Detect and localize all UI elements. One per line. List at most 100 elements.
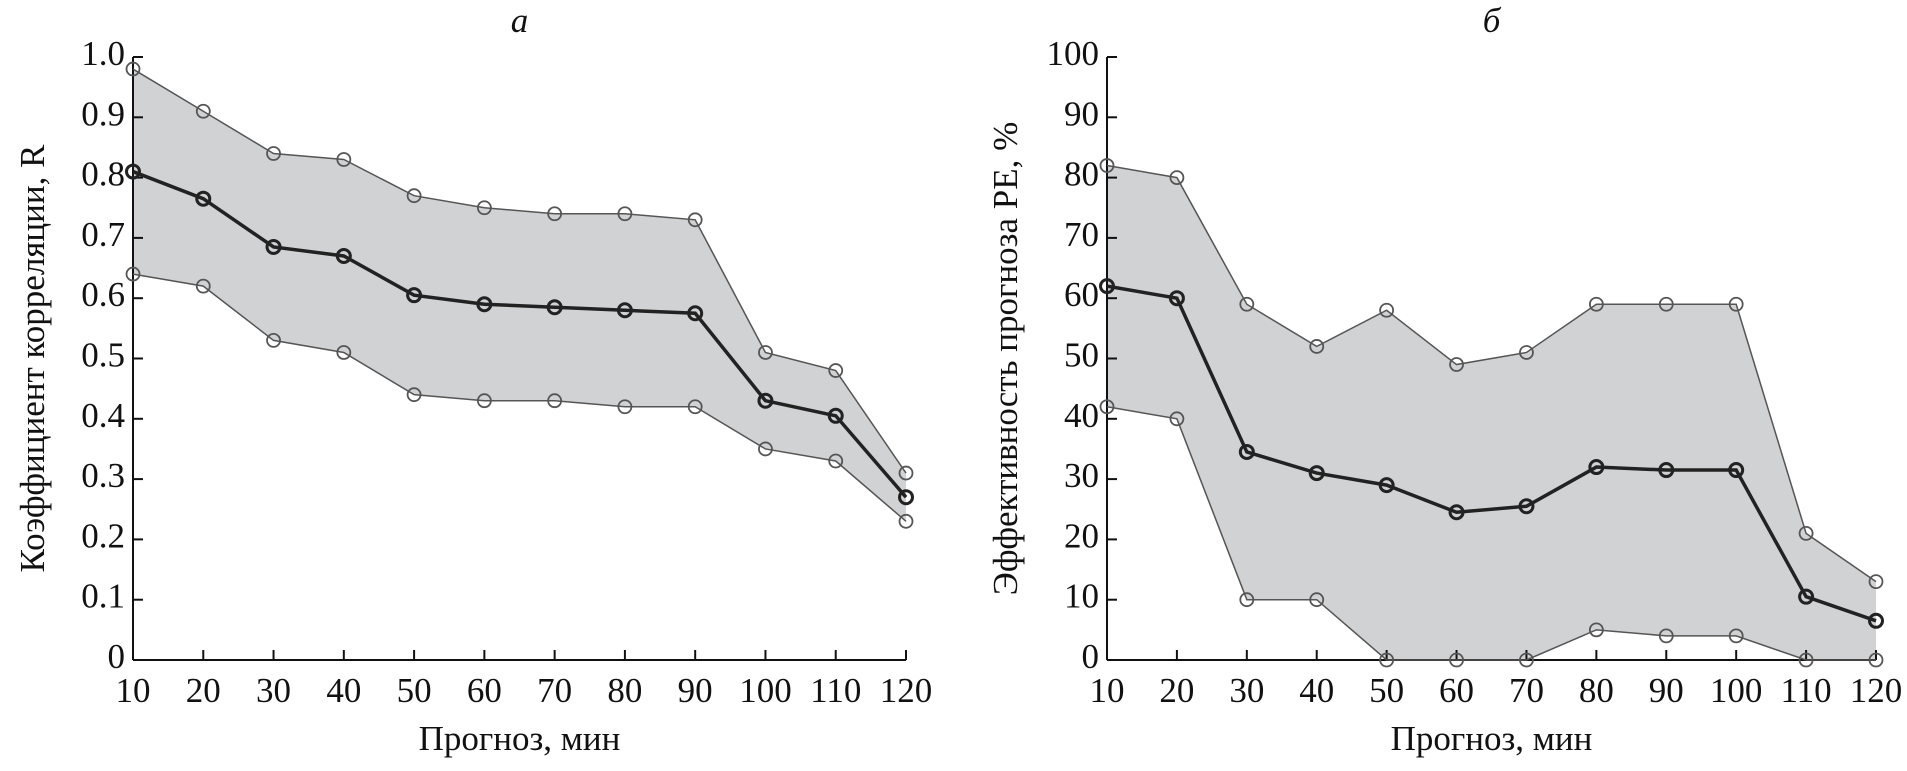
y-tick-label: 0 [108,637,126,676]
point [828,363,844,378]
x-tick-label: 40 [1299,671,1334,710]
point [687,212,703,228]
y-tick-label: 0.8 [81,155,125,194]
point [547,393,563,409]
y-tick-label: 10 [1064,577,1099,616]
point [1728,296,1744,312]
point [1798,588,1815,605]
point [1238,443,1255,460]
point [1518,498,1535,515]
point [1099,399,1115,415]
y-tick-label: 80 [1064,155,1099,194]
band [133,69,906,522]
x-tick-label: 10 [116,671,151,710]
point [195,278,211,294]
point [406,287,423,304]
x-tick-label: 100 [1710,671,1763,710]
point [195,103,211,119]
point [125,61,141,77]
x-tick-label: 70 [537,671,572,710]
point [1379,302,1395,318]
point [1728,462,1745,479]
point [758,345,773,360]
point [898,465,914,481]
point [266,333,281,348]
point [1449,357,1464,372]
point [1868,612,1884,629]
point [1169,411,1185,427]
point [335,247,352,264]
x-tick-label: 50 [1369,671,1404,710]
point [687,399,703,415]
point [1099,278,1115,295]
point [1588,296,1604,312]
point [1798,652,1814,668]
point [898,513,914,529]
point [546,299,563,316]
point [617,399,633,415]
point [1798,525,1814,541]
point [1868,652,1884,668]
x-tick-label: 50 [397,671,432,710]
x-tick-label: 80 [1579,671,1614,710]
point [1309,339,1325,354]
point [898,489,914,506]
point [1868,574,1884,590]
point [476,296,493,313]
x-tick-label: 110 [1780,671,1831,710]
point [1658,296,1674,312]
y-tick-label: 0.2 [81,516,125,555]
y-tick-label: 0.1 [81,577,125,616]
y-tick-label: 20 [1064,516,1099,555]
point [1728,628,1744,644]
point [1448,504,1465,521]
y-tick-label: 40 [1064,396,1099,435]
x-axis-label: Прогноз, мин [419,719,621,758]
x-tick-label: 60 [467,671,502,710]
y-tick-label: 70 [1064,215,1099,254]
point [265,238,282,255]
y-tick-label: 0 [1082,637,1100,676]
point [1239,296,1255,312]
x-tick-label: 70 [1509,671,1544,710]
x-tick-label: 90 [1649,671,1684,710]
point [336,152,352,167]
y-tick-label: 90 [1064,94,1099,133]
x-tick-label: 30 [256,671,291,710]
x-tick-label: 90 [678,671,713,710]
point [828,453,844,469]
x-tick-label: 120 [1850,671,1903,710]
point [1379,652,1395,668]
point [1099,158,1115,173]
point [1449,652,1464,668]
point [758,441,773,457]
point [1239,592,1255,608]
y-axis-label: Эффективность прогноза PE, % [986,122,1025,595]
point [1658,462,1675,479]
x-tick-label: 20 [1159,671,1194,710]
y-tick-label: 60 [1064,275,1099,314]
point [406,387,422,403]
x-tick-label: 20 [186,671,221,710]
x-tick-label: 110 [810,671,861,710]
point [406,188,422,204]
y-tick-label: 1.0 [81,34,125,73]
point [1658,628,1674,644]
point [195,190,212,207]
y-axis-label: Коэффициент корреляции, R [13,144,52,573]
y-tick-label: 0.4 [81,396,125,435]
point [1519,652,1534,668]
series-line [1106,284,1877,623]
y-tick-label: 30 [1064,456,1099,495]
series-line [132,273,907,522]
point [476,393,492,409]
x-tick-label: 60 [1439,671,1474,710]
x-tick-label: 10 [1090,671,1125,710]
point [687,305,704,322]
band [1107,165,1876,661]
point [616,302,633,319]
x-tick-label: 30 [1229,671,1264,710]
chart-title: б [1483,1,1502,40]
point [1309,592,1325,608]
